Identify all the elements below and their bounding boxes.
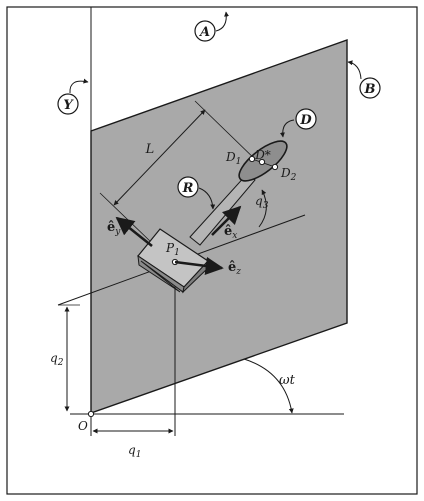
l-extension-line-1	[194, 100, 263, 167]
label-ez: êz	[228, 260, 241, 277]
label-b: B	[359, 77, 381, 99]
ez-vector	[174, 256, 224, 275]
l-dimension-line	[113, 109, 206, 206]
svg-text:B: B	[364, 82, 376, 97]
svg-text:D: D	[299, 113, 312, 128]
svg-text:A: A	[198, 25, 210, 40]
q3-angle-arc	[258, 189, 267, 228]
y-leader	[69, 78, 89, 94]
label-d: D	[295, 108, 317, 130]
point-d2	[271, 163, 279, 171]
label-d2: D2	[280, 166, 297, 183]
label-r: R	[177, 176, 199, 198]
origin-point	[87, 410, 95, 418]
ey-vector	[115, 216, 153, 248]
b-leader	[347, 60, 362, 80]
block-p1	[137, 228, 209, 294]
label-omega-t: ωt	[279, 373, 296, 388]
label-d1: D1	[225, 150, 241, 167]
a-leader	[215, 11, 230, 32]
r-leader	[198, 187, 216, 210]
d-leader	[279, 119, 295, 138]
label-q1: q1	[128, 443, 141, 460]
point-d1	[248, 155, 256, 163]
svg-text:Y: Y	[63, 98, 74, 113]
label-ey: êy	[107, 220, 121, 237]
ex-vector	[211, 205, 242, 236]
label-q2: q2	[50, 351, 64, 368]
label-q3: q3	[255, 194, 269, 211]
label-p1: P1	[165, 241, 180, 258]
label-origin: O	[78, 419, 88, 433]
label-a: A	[194, 20, 216, 42]
svg-text:R: R	[182, 181, 194, 196]
label-l: L	[145, 142, 155, 157]
label-ex: êx	[224, 224, 237, 241]
point-d-star	[258, 158, 266, 166]
omega-t-arc	[243, 358, 294, 414]
label-d-star: D*	[254, 148, 271, 162]
frame-border	[6, 6, 418, 495]
label-y: Y	[57, 93, 79, 115]
